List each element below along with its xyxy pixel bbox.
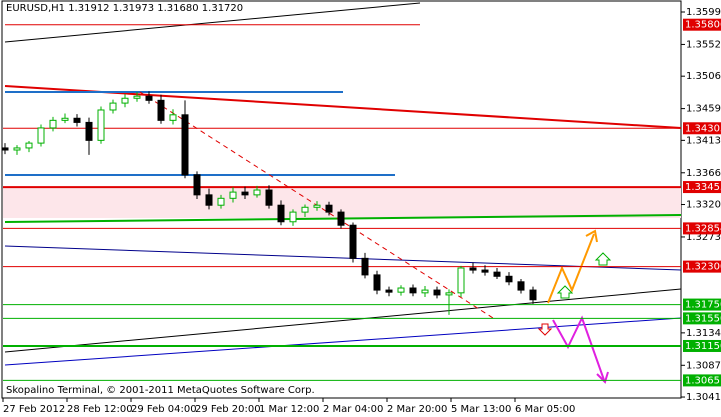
candle-body [301, 206, 309, 213]
x-tick-label: 5 Mar 13:00 [451, 404, 511, 415]
footer: Skopalino Terminal, © 2001-2011 MetaQuot… [6, 385, 315, 396]
candle-body [169, 114, 177, 121]
candle-body [349, 224, 357, 259]
level-label: 1.35806 [685, 20, 721, 31]
level-label-box [683, 298, 721, 311]
x-tick-label: 1 Mar 12:00 [259, 404, 319, 415]
candle-body [145, 95, 153, 101]
level-label: 1.32854 [685, 223, 721, 234]
candle-body [385, 289, 393, 293]
y-tick-label: 1.32730 [686, 232, 721, 243]
candle-body [121, 97, 129, 104]
forecast-up [547, 233, 595, 304]
candle-body [61, 117, 69, 121]
candle-body [517, 281, 525, 291]
level-label: 1.33453 [685, 182, 721, 193]
forecast-down [552, 315, 605, 381]
candle-body [529, 289, 537, 301]
y-tick-label: 1.35520 [686, 39, 721, 50]
candle-body [337, 211, 345, 226]
candle-body [445, 292, 453, 296]
candle-body [373, 274, 381, 291]
candle-body [289, 211, 297, 223]
level-label-box [683, 260, 721, 273]
candle-body [265, 189, 273, 206]
candle-body [49, 119, 57, 129]
trend-line [4, 288, 682, 353]
candle-body [409, 287, 417, 294]
candle-body [25, 142, 33, 149]
level-label-box [683, 339, 721, 352]
candle-body [205, 194, 213, 206]
level-label-box [683, 18, 721, 31]
y-tick-label: 1.30410 [686, 392, 721, 403]
x-tick-label: 28 Feb 12:00 [67, 404, 133, 415]
trend-line [4, 317, 682, 366]
x-tick-label: 2 Mar 20:00 [387, 404, 447, 415]
candle-body [217, 197, 225, 206]
level-label: 1.31550 [685, 313, 721, 324]
down-arrow [537, 323, 553, 336]
candle-body [277, 204, 285, 223]
candle-body [85, 121, 93, 141]
candle-body [457, 267, 465, 294]
level-label: 1.34305 [685, 123, 721, 134]
candle-body [241, 191, 249, 196]
candle-body [229, 191, 237, 199]
y-tick-label: 1.33200 [686, 200, 721, 211]
candle-body [361, 257, 369, 276]
y-tick-label: 1.33660 [686, 168, 721, 179]
drawings [4, 2, 682, 384]
candle-body [193, 174, 201, 196]
candle-body [481, 269, 489, 273]
arrow-head [585, 229, 598, 243]
level-label: 1.31150 [685, 341, 721, 352]
candle-body [325, 204, 333, 213]
y-tick-label: 1.30870 [686, 360, 721, 371]
chart-title: EURUSD,H1 1.31912 1.31973 1.31680 1.3172… [6, 3, 243, 14]
candle-body [397, 287, 405, 293]
up-arrow [556, 285, 574, 299]
arrow-head [596, 371, 609, 384]
level-label-box [683, 374, 721, 387]
candle-body [493, 271, 501, 277]
x-tick-label: 27 Feb 2012 [3, 404, 65, 415]
level-label: 1.30651 [685, 375, 721, 386]
candle-body [181, 114, 189, 176]
candle-body [73, 117, 81, 123]
candle-body [109, 102, 117, 111]
candle-body [505, 275, 513, 283]
candle-body [469, 267, 477, 271]
y-tick-label: 1.31340 [686, 328, 721, 339]
candle-body [133, 95, 141, 99]
level-label-box [683, 122, 721, 135]
up-arrow [594, 252, 612, 266]
candle-body [1, 147, 9, 151]
candle-body [157, 99, 165, 121]
level-label-box [683, 181, 721, 194]
y-tick-label: 1.35990 [686, 7, 721, 18]
candle-body [421, 289, 429, 294]
trend-line [4, 2, 421, 43]
y-tick-label: 1.35060 [686, 71, 721, 82]
candle-body [433, 289, 441, 296]
candle-body [253, 189, 261, 196]
y-tick-label: 1.34130 [686, 135, 721, 146]
x-tick-label: 29 Feb 04:00 [131, 404, 197, 415]
x-tick-label: 29 Feb 20:00 [195, 404, 261, 415]
x-tick-label: 2 Mar 04:00 [323, 404, 383, 415]
level-label-box [683, 312, 721, 325]
trend-line [4, 245, 682, 271]
candle-body [37, 127, 45, 144]
candle-body [97, 109, 105, 141]
x-tick-label: 6 Mar 05:00 [515, 404, 575, 415]
y-tick-label: 1.34590 [686, 104, 721, 115]
candle-body [313, 204, 321, 208]
candle-body [13, 147, 21, 151]
level-label: 1.31750 [685, 300, 721, 311]
level-label: 1.32300 [685, 262, 721, 273]
level-label-box [683, 222, 721, 235]
